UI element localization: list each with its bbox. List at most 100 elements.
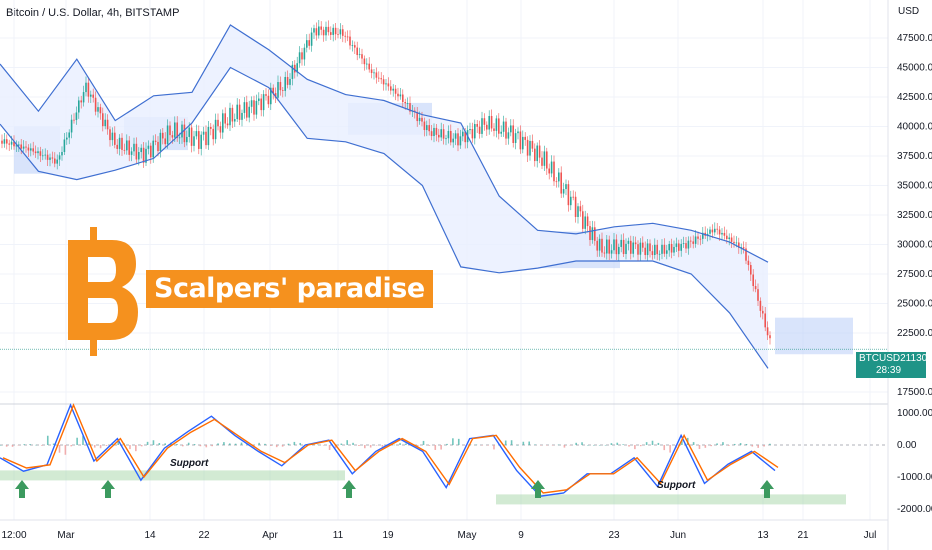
candle <box>39 146 42 162</box>
candle <box>474 119 476 145</box>
candle <box>356 41 358 61</box>
candle <box>291 61 294 86</box>
histogram-bar <box>563 445 566 448</box>
support-label-left: Support <box>170 458 209 469</box>
up-arrow-icon <box>342 480 356 498</box>
histogram-bar <box>70 445 73 447</box>
candle <box>433 123 435 143</box>
candle <box>44 148 46 160</box>
support-zone <box>496 494 846 505</box>
chart-title: Bitcoin / U.S. Dollar, 4h, BITSTAMP <box>6 7 180 19</box>
candle <box>570 190 572 211</box>
histogram-bar <box>35 444 37 446</box>
candle <box>615 234 618 260</box>
time-tick-label: 23 <box>608 530 620 541</box>
candle <box>469 122 471 135</box>
candle <box>195 124 198 140</box>
candle <box>622 233 625 257</box>
histogram-bar <box>475 444 478 446</box>
histogram-bar <box>592 445 595 446</box>
candle <box>603 246 606 258</box>
candle <box>306 34 308 53</box>
candle <box>459 129 462 149</box>
candle <box>349 30 351 50</box>
candle <box>394 84 397 101</box>
candle <box>154 134 157 146</box>
candle <box>351 40 354 52</box>
candle <box>210 122 212 136</box>
candlesticks <box>1 20 771 345</box>
histogram-bar <box>757 445 759 448</box>
candle <box>728 233 730 246</box>
time-tick-label: May <box>458 530 477 541</box>
candle <box>493 123 495 137</box>
histogram-bar <box>716 443 718 445</box>
candle <box>133 137 135 156</box>
time-tick-label: 9 <box>518 530 524 541</box>
candle <box>164 132 166 149</box>
candle <box>426 120 428 137</box>
candle <box>234 113 236 127</box>
lower-bollinger-band <box>0 66 769 369</box>
candle <box>54 152 56 168</box>
candle <box>553 155 555 186</box>
candle <box>186 130 188 146</box>
candle <box>358 47 361 59</box>
up-arrow-icon <box>531 480 545 498</box>
candle <box>78 96 80 119</box>
candle <box>754 279 757 293</box>
candle <box>586 213 589 233</box>
candle <box>538 140 541 164</box>
candle <box>639 238 642 261</box>
histogram-bar <box>93 445 96 448</box>
candle <box>253 95 255 121</box>
candle <box>370 63 373 79</box>
candle <box>260 94 262 117</box>
candle <box>752 269 754 292</box>
candle <box>224 107 226 129</box>
candle <box>680 239 682 257</box>
price-tick-label: 30000.00 <box>897 240 932 251</box>
time-tick-label: 22 <box>198 530 210 541</box>
candle <box>438 128 440 143</box>
candle <box>310 27 313 52</box>
candle <box>711 224 714 238</box>
candle <box>373 68 375 80</box>
candle <box>27 144 30 157</box>
histogram-bar <box>534 444 536 445</box>
candle <box>183 118 186 148</box>
histogram-bar <box>82 435 84 445</box>
histogram-bar <box>135 445 137 452</box>
candle <box>591 220 594 244</box>
candle <box>567 180 570 212</box>
candle <box>250 96 253 114</box>
candle <box>558 168 560 188</box>
candle <box>207 120 210 150</box>
candle <box>627 237 630 251</box>
indicator-tick-label: -2000.00 <box>897 504 932 515</box>
candle <box>37 147 39 160</box>
price-tick-label: 35000.00 <box>897 181 932 192</box>
histogram-bar <box>293 441 296 445</box>
candle <box>649 239 651 258</box>
candle <box>118 134 121 156</box>
candle <box>282 87 284 98</box>
histogram-bar <box>669 445 671 453</box>
histogram-bar <box>399 443 401 445</box>
histogram-bar <box>17 445 20 446</box>
signal-line <box>2 403 779 494</box>
candle <box>442 124 445 145</box>
support-zone <box>0 470 345 481</box>
candle <box>200 131 202 156</box>
candle <box>277 75 279 101</box>
price-tick-label: 27500.00 <box>897 269 932 280</box>
candle <box>742 241 745 254</box>
candle <box>524 132 526 146</box>
candle <box>478 120 481 139</box>
histogram-bar <box>457 438 460 445</box>
candle <box>519 125 522 154</box>
candle <box>97 102 99 118</box>
histogram-bar <box>58 445 61 453</box>
price-tick-label: 42500.00 <box>897 92 932 103</box>
